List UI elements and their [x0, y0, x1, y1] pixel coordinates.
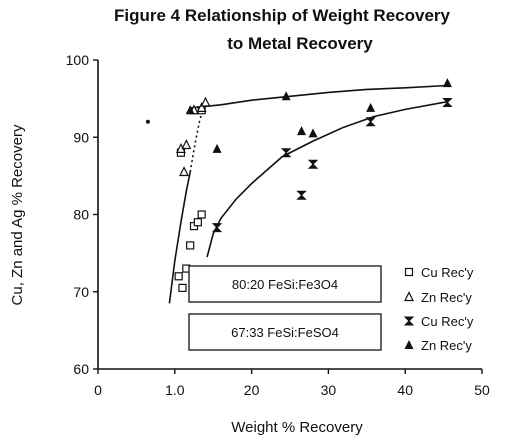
- data-point-dot: [145, 119, 150, 124]
- data-point-open-square: [178, 283, 187, 292]
- chart-ticks: 60 70 80 90 100 0 1.0 20 30 40 50: [66, 52, 490, 398]
- x-tick-label: 30: [321, 382, 337, 398]
- legend-marker-filled-triangle: [404, 340, 414, 349]
- x-tick-label: 40: [397, 382, 413, 398]
- legend-item-3-label: Cu Rec'y: [421, 314, 474, 329]
- legend-group1-box: [188, 265, 382, 303]
- data-point-filled-triangle: [366, 102, 376, 112]
- data-point-open-triangle: [200, 96, 211, 107]
- data-point-filled-triangle: [185, 105, 195, 115]
- data-point-open-triangle: [181, 139, 192, 150]
- trend-curve-4: [189, 104, 205, 173]
- x-tick-label: 0: [94, 382, 102, 398]
- legend-marker-open-square: [404, 267, 414, 277]
- chart-title-line2: to Metal Recovery: [227, 34, 373, 53]
- data-point-bowtie: [307, 159, 319, 169]
- legend-group2-box: [188, 313, 382, 351]
- legend: 80:20 FeSi:Fe3O4 67:33 FeSi:FeSO4 Cu Rec…: [188, 265, 474, 353]
- y-tick-label: 80: [73, 207, 89, 223]
- x-tick-label: 1.0: [165, 382, 185, 398]
- data-point-open-square: [193, 218, 202, 227]
- data-point-bowtie: [442, 97, 453, 107]
- data-point-filled-triangle: [442, 78, 452, 88]
- chart-title-line1: Figure 4 Relationship of Weight Recovery: [114, 6, 451, 25]
- data-point-open-square: [174, 272, 183, 281]
- y-axis-label: Cu, Zn and Ag % Recovery: [9, 124, 26, 305]
- data-point-open-square: [197, 210, 206, 219]
- y-tick-label: 60: [73, 361, 89, 377]
- legend-marker-open-triangle: [404, 291, 414, 302]
- legend-item-4-label: Zn Rec'y: [421, 338, 472, 353]
- data-points: [145, 78, 453, 292]
- data-point-filled-triangle: [308, 128, 318, 138]
- legend-item-1-label: Cu Rec'y: [421, 265, 474, 280]
- x-axis-label: Weight % Recovery: [231, 419, 363, 436]
- y-tick-label: 70: [73, 284, 89, 300]
- data-point-filled-triangle: [281, 91, 291, 101]
- data-point-open-square: [186, 241, 195, 250]
- data-point-open-triangle: [179, 166, 189, 177]
- x-tick-label: 20: [244, 382, 260, 398]
- legend-group2-label: 67:33 FeSi:FeSO4: [231, 325, 339, 340]
- legend-item-2-label: Zn Rec'y: [421, 290, 472, 305]
- y-tick-label: 90: [73, 129, 89, 145]
- data-point-bowtie: [365, 117, 376, 127]
- data-point-filled-triangle: [212, 143, 222, 153]
- legend-markers: [403, 267, 415, 349]
- data-point-bowtie: [296, 190, 307, 200]
- data-point-open-triangle: [196, 102, 207, 112]
- data-point-bowtie: [211, 223, 223, 233]
- trend-curve-1: [190, 84, 448, 109]
- data-point-bowtie: [280, 148, 292, 158]
- legend-group1-label: 80:20 FeSi:Fe3O4: [232, 277, 338, 292]
- data-point-filled-triangle: [297, 126, 307, 136]
- y-tick-label: 100: [66, 52, 90, 68]
- x-tick-label: 50: [474, 382, 490, 398]
- trend-curve-2: [206, 100, 448, 258]
- legend-marker-bowtie: [403, 316, 415, 326]
- trend-curve-3: [168, 171, 191, 304]
